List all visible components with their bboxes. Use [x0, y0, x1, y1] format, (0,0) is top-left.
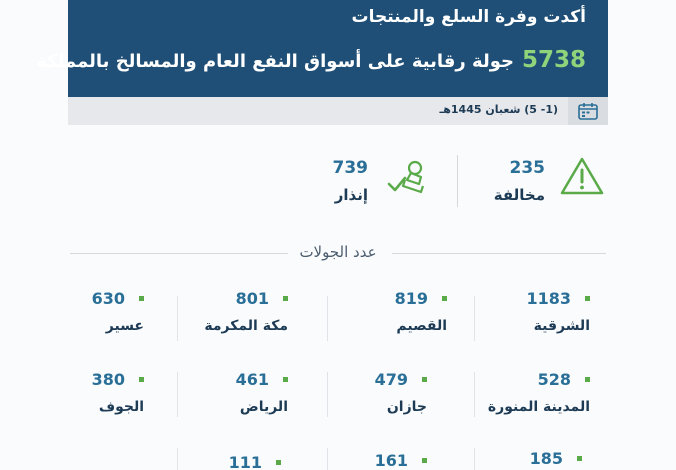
region-value: 630 — [91, 289, 125, 308]
warnings-label: إنذار — [334, 186, 368, 204]
date-range: (1- 5) شعبان 1445هـ — [439, 103, 559, 116]
region-value: 819 — [394, 289, 428, 308]
calendar-icon — [568, 97, 608, 125]
date-bar: (1- 5) شعبان 1445هـ — [68, 97, 608, 125]
bullet-icon — [139, 377, 144, 382]
bullet-icon — [139, 296, 144, 301]
region-cell: 479 جازان — [297, 370, 427, 415]
bullet-icon — [283, 377, 288, 382]
region-cell: 819 القصيم — [317, 289, 447, 334]
region-cell: 185 — [452, 449, 582, 468]
total-rounds-count: 5738 — [521, 47, 586, 73]
column-divider — [177, 372, 178, 417]
column-divider — [177, 296, 178, 341]
region-value: 111 — [228, 453, 262, 470]
warning-triangle-icon — [559, 156, 605, 200]
headline-line2: 5738 جولة رقابية على أسواق النفع العام و… — [36, 47, 586, 73]
region-name: القصيم — [396, 318, 447, 334]
region-cell: 461 الرياض — [158, 370, 288, 415]
stats-divider — [457, 155, 458, 207]
region-value: 380 — [91, 370, 125, 389]
region-cell: 111 — [151, 453, 281, 470]
region-cell: 1183 الشرقية — [460, 289, 590, 334]
header-banner: أكدت وفرة السلع والمنتجات 5738 جولة رقاب… — [36, 0, 608, 97]
bullet-icon — [422, 377, 427, 382]
region-cell: 380 الجوف — [14, 370, 144, 415]
column-divider — [327, 448, 328, 470]
bullet-icon — [422, 458, 427, 463]
column-divider — [474, 448, 475, 470]
column-divider — [327, 296, 328, 341]
region-value: 161 — [374, 451, 408, 470]
region-name: الشرقية — [533, 318, 590, 334]
region-value: 528 — [537, 370, 571, 389]
violations-stat: 235 مخالفة — [494, 158, 545, 204]
bullet-icon — [577, 456, 582, 461]
warnings-stat: 739 إنذار — [333, 158, 369, 204]
region-value: 1183 — [526, 289, 571, 308]
region-name: مكة المكرمة — [204, 318, 288, 334]
region-value: 801 — [235, 289, 269, 308]
column-divider — [474, 372, 475, 417]
region-value: 461 — [235, 370, 269, 389]
column-divider — [474, 296, 475, 341]
bullet-icon — [442, 296, 447, 301]
region-name: الرياض — [239, 399, 288, 415]
bullet-icon — [585, 377, 590, 382]
violations-label: مخالفة — [493, 186, 545, 204]
region-cell: 801 مكة المكرمة — [158, 289, 288, 334]
region-name: عسير — [105, 318, 144, 334]
warnings-count: 739 — [332, 158, 369, 178]
headline-line1: أكدت وفرة السلع والمنتجات — [351, 7, 586, 27]
section-rule-right — [392, 253, 606, 254]
region-value: 185 — [529, 449, 563, 468]
region-cell: 528 المدينة المنورة — [460, 370, 590, 415]
bullet-icon — [283, 296, 288, 301]
region-name: الجوف — [98, 399, 144, 415]
region-name: المدينة المنورة — [487, 399, 590, 415]
section-title: عدد الجولات — [299, 243, 377, 261]
region-value: 479 — [374, 370, 408, 389]
region-name: جازان — [386, 399, 427, 415]
violations-count: 235 — [509, 158, 546, 178]
section-rule-left — [70, 253, 288, 254]
column-divider — [177, 448, 178, 470]
region-cell: 630 عسير — [14, 289, 144, 334]
column-divider — [327, 372, 328, 417]
bullet-icon — [276, 460, 281, 465]
region-cell: 161 — [297, 451, 427, 470]
bullet-icon — [585, 296, 590, 301]
headline-line2-text: جولة رقابية على أسواق النفع العام والمسا… — [36, 51, 514, 72]
stamp-check-icon — [385, 158, 429, 204]
